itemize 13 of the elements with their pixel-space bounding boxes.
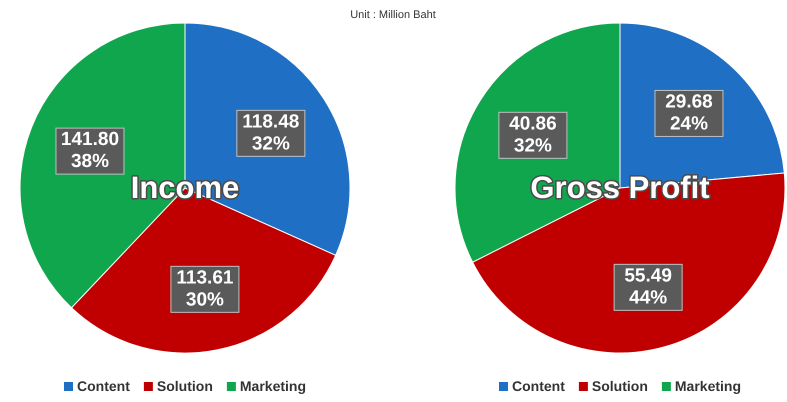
- legend-label: Content: [76, 378, 130, 394]
- legend-label: Marketing: [674, 378, 742, 394]
- data-label: 29.68 24%: [665, 91, 713, 134]
- data-label: 118.48 32%: [242, 111, 300, 154]
- data-label: 141.80 38%: [60, 129, 120, 172]
- data-label: 113.61 30%: [176, 267, 234, 310]
- data-label: 40.86 32%: [509, 113, 557, 156]
- legend-label: Solution: [592, 378, 648, 394]
- text: Unit : Million Baht: [350, 9, 436, 21]
- legend-label: Marketing: [240, 378, 306, 394]
- legend-label: Solution: [156, 378, 213, 394]
- data-label: 55.49 44%: [624, 265, 672, 308]
- legend-label: Content: [512, 378, 566, 394]
